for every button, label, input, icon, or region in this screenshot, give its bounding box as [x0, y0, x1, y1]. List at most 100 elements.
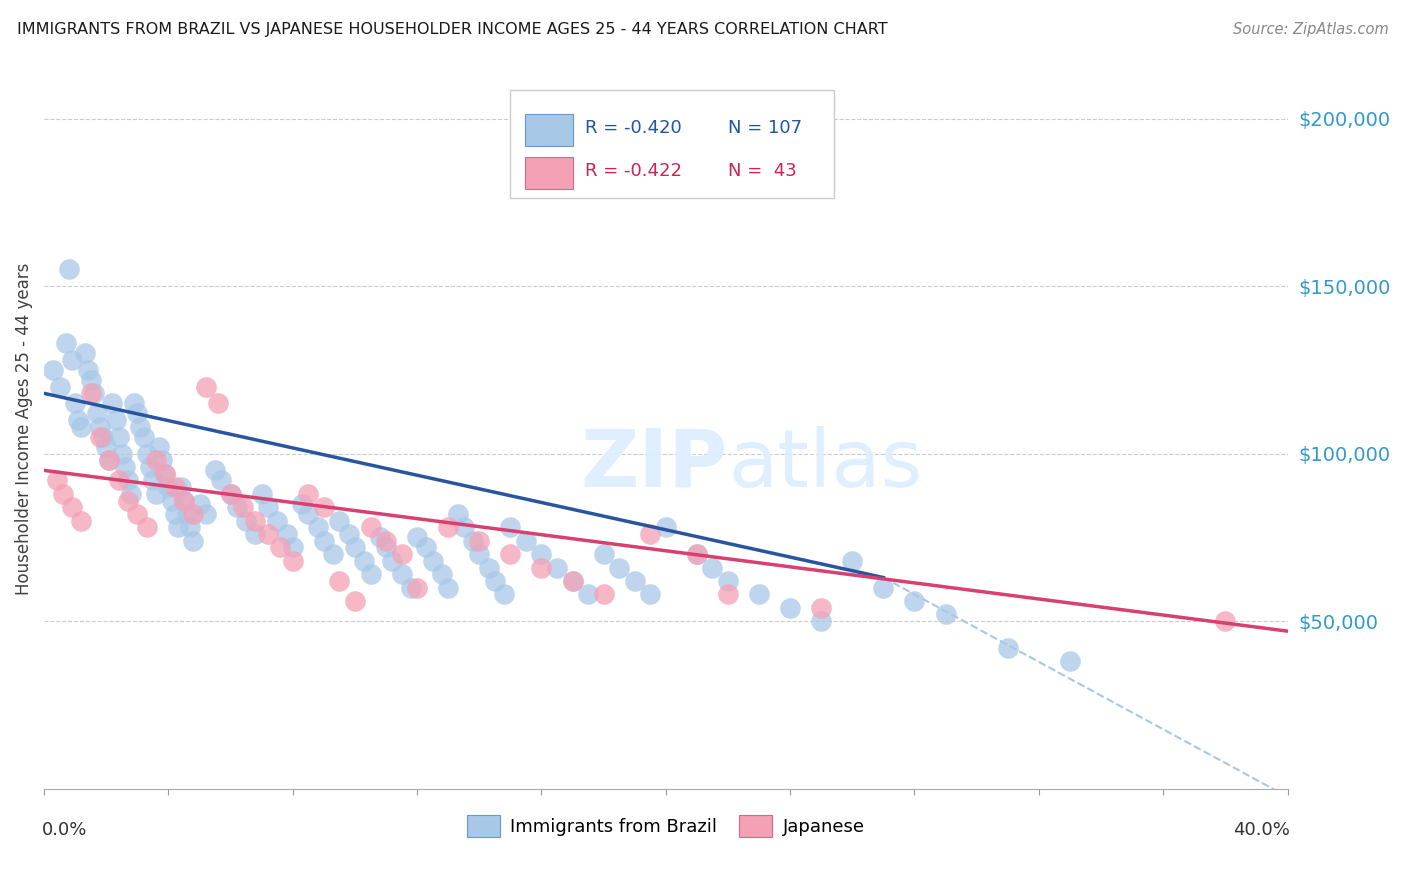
- Point: [139, 460, 162, 475]
- Point: [98, 453, 121, 467]
- Point: [107, 474, 129, 488]
- Point: [207, 396, 229, 410]
- Point: [80, 373, 103, 387]
- Point: [163, 507, 186, 521]
- Point: [266, 514, 288, 528]
- Point: [129, 420, 152, 434]
- Point: [1215, 614, 1237, 628]
- Point: [181, 507, 204, 521]
- Point: [307, 520, 329, 534]
- Point: [127, 407, 149, 421]
- Text: N =  43: N = 43: [728, 162, 797, 180]
- Point: [148, 440, 170, 454]
- Point: [58, 262, 80, 277]
- Point: [111, 447, 134, 461]
- Point: [406, 581, 429, 595]
- Point: [60, 352, 83, 367]
- Point: [194, 507, 217, 521]
- Point: [55, 336, 77, 351]
- FancyBboxPatch shape: [510, 90, 834, 198]
- Point: [461, 533, 484, 548]
- Point: [312, 500, 335, 515]
- Point: [170, 480, 193, 494]
- Point: [328, 574, 350, 588]
- Point: [173, 493, 195, 508]
- Point: [375, 533, 398, 548]
- Point: [60, 500, 83, 515]
- Point: [997, 640, 1019, 655]
- Point: [702, 560, 724, 574]
- Point: [343, 594, 366, 608]
- Point: [499, 520, 522, 534]
- Point: [872, 581, 894, 595]
- Point: [219, 487, 242, 501]
- Point: [381, 554, 404, 568]
- Point: [515, 533, 537, 548]
- Point: [150, 453, 173, 467]
- Point: [841, 554, 863, 568]
- Point: [96, 440, 118, 454]
- Point: [219, 487, 242, 501]
- Point: [157, 480, 180, 494]
- Point: [337, 527, 360, 541]
- Point: [135, 520, 157, 534]
- Text: atlas: atlas: [728, 425, 922, 503]
- Point: [135, 447, 157, 461]
- Point: [576, 587, 599, 601]
- Point: [717, 574, 740, 588]
- Point: [83, 386, 105, 401]
- Point: [406, 530, 429, 544]
- Point: [173, 493, 195, 508]
- Point: [368, 530, 391, 544]
- Text: 0.0%: 0.0%: [42, 821, 87, 839]
- Point: [810, 600, 832, 615]
- FancyBboxPatch shape: [526, 157, 572, 189]
- Point: [179, 520, 201, 534]
- Point: [209, 474, 232, 488]
- Point: [561, 574, 583, 588]
- Point: [257, 527, 280, 541]
- Point: [80, 386, 103, 401]
- Text: 40.0%: 40.0%: [1233, 821, 1289, 839]
- Point: [120, 487, 142, 501]
- Point: [353, 554, 375, 568]
- Point: [415, 541, 437, 555]
- Point: [91, 430, 114, 444]
- Point: [343, 541, 366, 555]
- Point: [101, 396, 124, 410]
- Text: IMMIGRANTS FROM BRAZIL VS JAPANESE HOUSEHOLDER INCOME AGES 25 - 44 YEARS CORRELA: IMMIGRANTS FROM BRAZIL VS JAPANESE HOUSE…: [17, 22, 887, 37]
- Point: [70, 514, 93, 528]
- Point: [530, 547, 553, 561]
- Point: [45, 474, 67, 488]
- Point: [686, 547, 709, 561]
- Point: [437, 520, 460, 534]
- Point: [686, 547, 709, 561]
- Point: [478, 560, 501, 574]
- Point: [375, 541, 398, 555]
- Point: [117, 474, 139, 488]
- Point: [453, 520, 475, 534]
- Point: [114, 460, 136, 475]
- Point: [903, 594, 925, 608]
- Point: [204, 463, 226, 477]
- Text: R = -0.420: R = -0.420: [585, 120, 682, 137]
- Point: [145, 453, 167, 467]
- Point: [281, 541, 304, 555]
- Point: [132, 430, 155, 444]
- Point: [194, 379, 217, 393]
- Point: [52, 487, 75, 501]
- Point: [561, 574, 583, 588]
- Point: [155, 467, 177, 481]
- Point: [468, 547, 491, 561]
- Point: [592, 547, 614, 561]
- Point: [322, 547, 344, 561]
- Point: [312, 533, 335, 548]
- Point: [468, 533, 491, 548]
- Point: [250, 487, 273, 501]
- Point: [86, 407, 108, 421]
- Point: [484, 574, 506, 588]
- Point: [748, 587, 770, 601]
- Point: [48, 379, 70, 393]
- Point: [291, 497, 314, 511]
- Point: [655, 520, 678, 534]
